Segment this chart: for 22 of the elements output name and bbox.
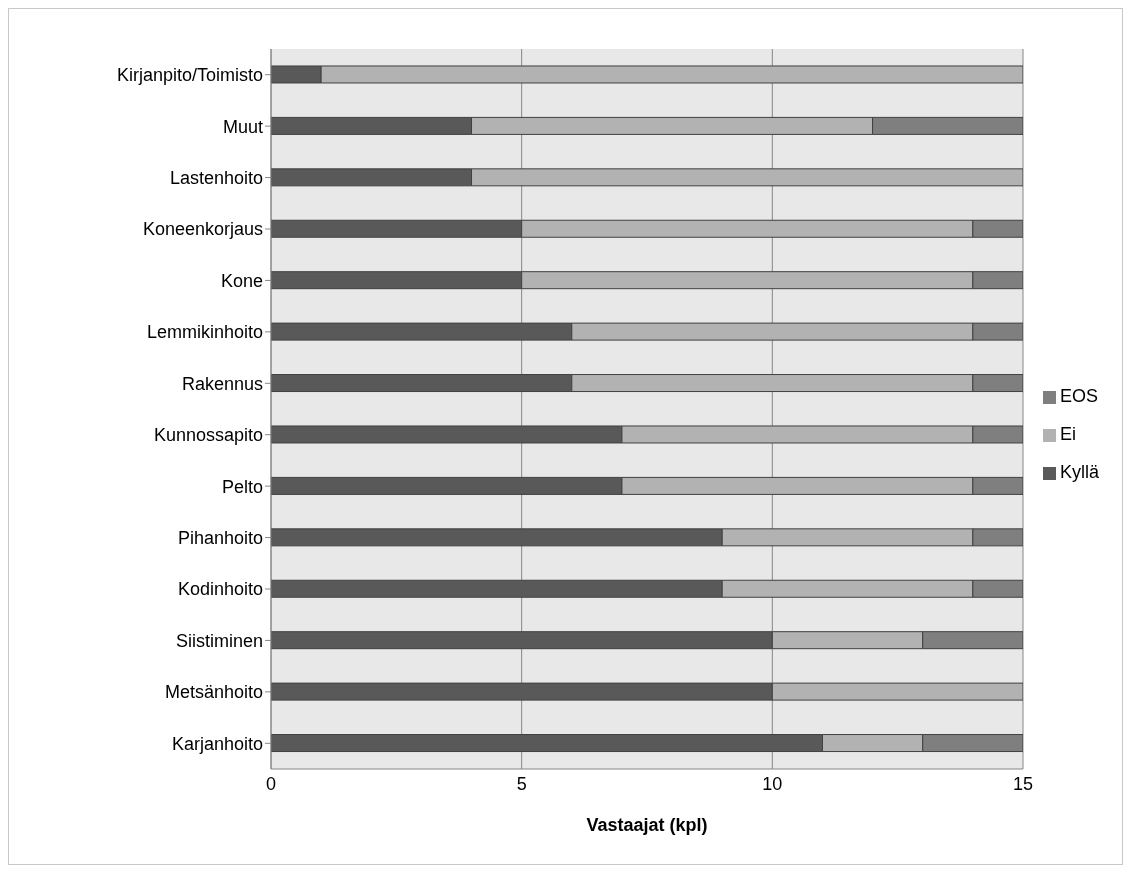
y-tick-label: Lemmikinhoito (146, 322, 263, 343)
legend-label: Ei (1059, 424, 1076, 444)
y-tick-label: Kone (220, 270, 263, 291)
y-tick-label: Lastenhoito (169, 167, 263, 188)
y-tick-label: Karjanhoito (171, 733, 263, 754)
y-tick-label: Siistiminen (175, 630, 263, 651)
y-tick-label: Kirjanpito/Toimisto (116, 65, 263, 86)
y-tick-label: Koneenkorjaus (142, 219, 263, 240)
y-tick-label: Metsänhoito (164, 682, 263, 703)
x-tick-label: 15 (1012, 773, 1033, 794)
x-tick-label: 0 (265, 773, 277, 794)
legend-label: Kyllä (1059, 462, 1099, 482)
x-tick-label: 5 (516, 773, 527, 794)
y-tick-label: Pelto (221, 476, 263, 497)
y-tick-label: Rakennus (181, 373, 263, 394)
y-tick-label: Muut (222, 116, 263, 137)
y-tick-label: Kodinhoito (177, 579, 263, 600)
x-axis-title: Vastaajat (kpl) (586, 815, 708, 835)
x-tick-label: 10 (762, 773, 783, 794)
y-tick-label: Kunnossapito (153, 425, 263, 446)
legend-label: EOS (1059, 386, 1098, 406)
y-tick-label: Pihanhoito (177, 527, 263, 548)
